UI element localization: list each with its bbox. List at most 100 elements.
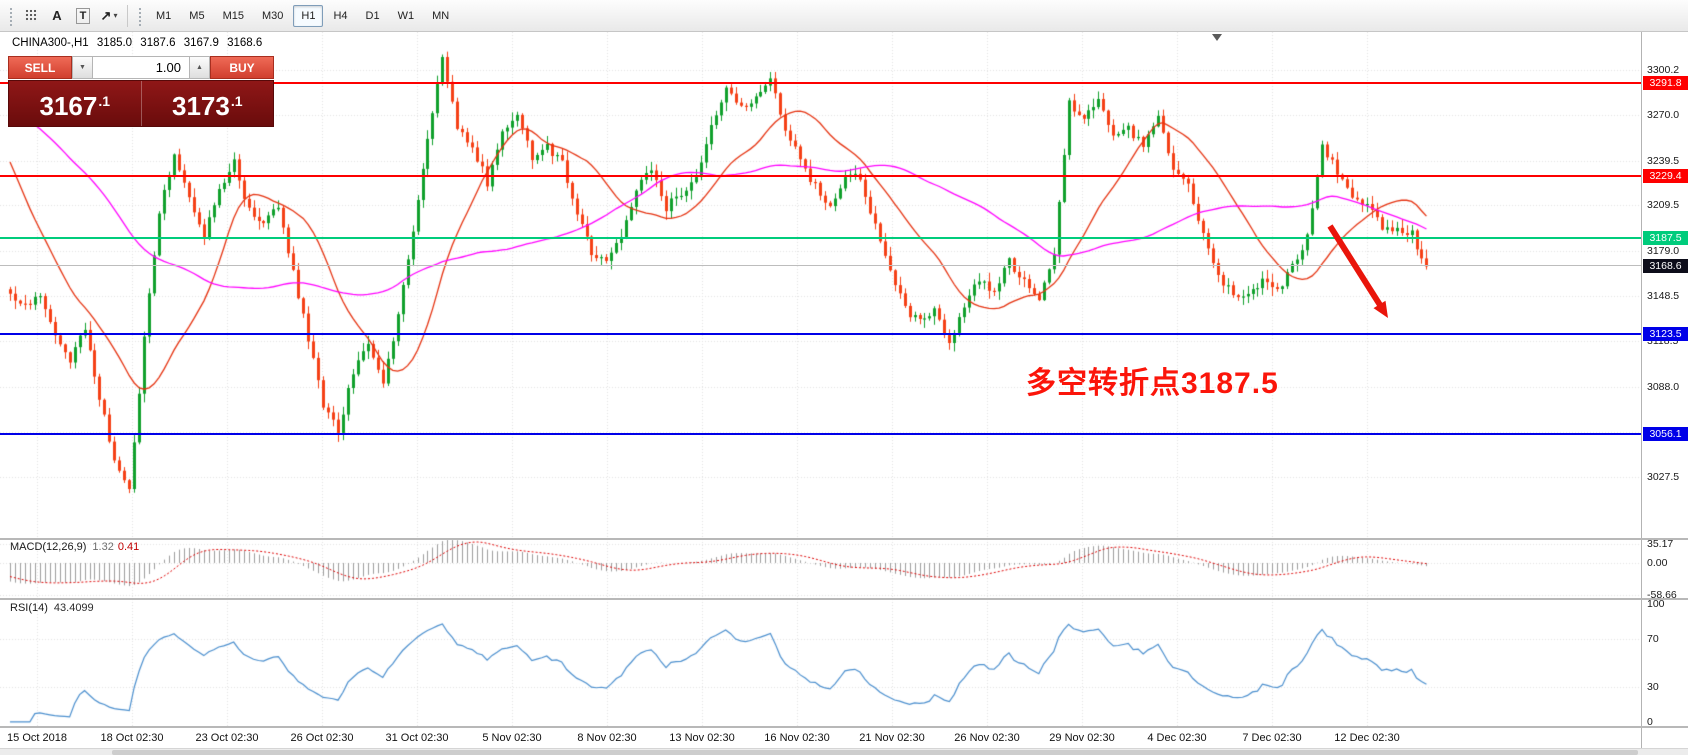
ohlc-open: 3185.0 <box>96 37 133 49</box>
price-tag-3187.5: 3187.5 <box>1643 231 1688 246</box>
time-label: 8 Nov 02:30 <box>577 732 637 744</box>
label-tool-icon: T <box>75 7 91 24</box>
rsi-value: 43.4099 <box>53 602 94 614</box>
price-tag-3056.1: 3056.1 <box>1643 427 1688 442</box>
axis-tick-label: 30 <box>1647 680 1659 693</box>
arrows-tool-icon[interactable]: ↗ ▾ <box>96 4 122 28</box>
toolbar-grip[interactable] <box>8 5 14 26</box>
axis-tick-label: 3088.0 <box>1647 380 1680 393</box>
bid-price-main: 3167 <box>39 91 98 121</box>
bid-price-pip: .1 <box>98 93 111 109</box>
scrollbar-thumb[interactable] <box>112 750 1638 755</box>
bid-price-display: 3167 .1 <box>9 81 142 126</box>
pane-separator-macd[interactable] <box>0 538 1688 540</box>
time-axis[interactable]: 15 Oct 2018 18 Oct 02:30 23 Oct 02:30 26 Oc… <box>0 728 1641 748</box>
time-label: 16 Nov 02:30 <box>764 732 830 744</box>
down-trend-arrow[interactable] <box>1300 198 1420 338</box>
pane-separator-rsi[interactable] <box>0 598 1688 600</box>
timeframe-w1[interactable]: W1 <box>397 9 415 22</box>
axis-tick-label: 3148.5 <box>1647 290 1680 303</box>
ask-price-main: 3173 <box>171 91 230 121</box>
axis-tick-label: 35.17 <box>1647 537 1674 550</box>
timeframe-h4[interactable]: H4 <box>333 9 348 22</box>
ohlc-low: 3167.9 <box>183 37 219 49</box>
time-label: 26 Nov 02:30 <box>954 732 1020 744</box>
price-tag-3123.5: 3123.5 <box>1643 326 1688 341</box>
price-scale[interactable]: 3300.2 3270.0 3239.5 3209.5 3179.0 3148.5 3118… <box>1641 32 1688 748</box>
timeframe-m15[interactable]: M15 <box>222 9 244 22</box>
sell-button[interactable]: SELL <box>8 56 72 79</box>
time-label: 31 Oct 02:30 <box>385 732 449 744</box>
dropdown-caret-icon: ▾ <box>113 11 118 20</box>
timeframe-h1[interactable]: H1 <box>293 4 324 27</box>
volume-down-button[interactable]: ▼ <box>72 56 93 79</box>
grid-dots-icon[interactable] <box>18 4 44 28</box>
time-label: 4 Dec 02:30 <box>1147 732 1207 744</box>
chart-canvas[interactable] <box>0 32 1641 728</box>
macd-indicator-label: MACD(12,26,9) 1.32 0.41 <box>10 541 139 553</box>
time-label: 7 Dec 02:30 <box>1242 732 1302 744</box>
chart-shift-marker[interactable] <box>1212 34 1222 41</box>
arrows-tool-icon: ↗ <box>100 7 112 23</box>
horizontal-level-line-3123.5[interactable] <box>0 332 1641 335</box>
horizontal-level-line-3187.5[interactable] <box>0 237 1641 240</box>
axis-tick-label: 70 <box>1647 633 1659 646</box>
rsi-indicator-label: RSI(14) 43.4099 <box>10 602 94 614</box>
buy-button[interactable]: BUY <box>210 56 274 79</box>
bid-ask-display: 3167 .1 3173 .1 <box>8 80 274 127</box>
pane-separator-axis <box>0 726 1688 728</box>
axis-tick-label: 3179.0 <box>1647 244 1680 257</box>
trade-buttons-row: SELL ▼ 1.00 ▲ BUY <box>8 56 274 79</box>
axis-tick-label: 3209.5 <box>1647 199 1680 212</box>
axis-tick-label: 3270.0 <box>1647 109 1680 122</box>
symbol-timeframe-label: CHINA300-,H1 <box>12 37 89 49</box>
text-tool-icon: A <box>52 8 62 23</box>
horizontal-level-line-3229.4[interactable] <box>0 174 1641 177</box>
grid-dots-icon <box>24 9 38 22</box>
price-tag-3168.6: 3168.6 <box>1643 259 1688 274</box>
rsi-name: RSI(14) <box>10 602 48 614</box>
toolbar-separator <box>127 4 128 27</box>
toolbar-grip[interactable] <box>137 5 143 26</box>
horizontal-level-line-3291.8[interactable] <box>0 81 1641 84</box>
horizontal-scrollbar[interactable] <box>0 748 1688 755</box>
one-click-trading-panel: SELL ▼ 1.00 ▲ BUY 3167 .1 3173 .1 <box>8 56 274 127</box>
ohlc-high: 3187.6 <box>140 37 176 49</box>
timeframe-m1[interactable]: M1 <box>156 9 172 22</box>
timeframe-m5[interactable]: M5 <box>189 9 205 22</box>
axis-tick-label: 0 <box>1647 716 1653 728</box>
axis-tick-label: 3027.5 <box>1647 470 1680 483</box>
time-label: 15 Oct 2018 <box>7 732 67 744</box>
timeframe-m30[interactable]: M30 <box>261 9 284 22</box>
chart-annotation-text[interactable]: 多空转折点3187.5 <box>1026 367 1279 400</box>
ask-price-display: 3173 .1 <box>142 81 274 126</box>
text-tool-icon[interactable]: A <box>44 4 70 28</box>
time-label: 5 Nov 02:30 <box>482 732 542 744</box>
time-label: 18 Oct 02:30 <box>100 732 164 744</box>
axis-tick-label: 0.00 <box>1647 556 1668 569</box>
macd-value-signal: 0.41 <box>117 541 140 553</box>
timeframe-d1[interactable]: D1 <box>365 9 380 22</box>
time-label: 23 Oct 02:30 <box>195 732 259 744</box>
price-tag-3291.8: 3291.8 <box>1643 75 1688 90</box>
volume-up-button[interactable]: ▲ <box>189 56 210 79</box>
ask-price-pip: .1 <box>230 93 243 109</box>
axis-tick-label: 3300.2 <box>1647 64 1680 76</box>
time-label: 12 Dec 02:30 <box>1334 732 1400 744</box>
timeframe-mn[interactable]: MN <box>432 9 450 22</box>
time-label: 26 Oct 02:30 <box>290 732 354 744</box>
axis-tick-label: 3239.5 <box>1647 154 1680 167</box>
macd-value-main: 1.32 <box>92 541 114 553</box>
drawing-tools-group: A T ↗ ▾ <box>18 4 122 28</box>
main-toolbar: A T ↗ ▾ M1 M5 M15 M30 H1 H4 D1 W1 MN <box>0 0 1688 32</box>
chart-header: CHINA300-,H1 3185.0 3187.6 3167.9 3168.6 <box>12 37 267 49</box>
time-label: 13 Nov 02:30 <box>669 732 735 744</box>
label-tool-icon[interactable]: T <box>70 4 96 28</box>
horizontal-level-line-3056.1[interactable] <box>0 433 1641 436</box>
bid-price-line <box>0 265 1641 267</box>
timeframe-group: M1 M5 M15 M30 H1 H4 D1 W1 MN <box>147 4 458 27</box>
time-label: 21 Nov 02:30 <box>859 732 925 744</box>
ohlc-close: 3168.6 <box>227 37 263 49</box>
volume-input[interactable]: 1.00 <box>93 56 189 79</box>
